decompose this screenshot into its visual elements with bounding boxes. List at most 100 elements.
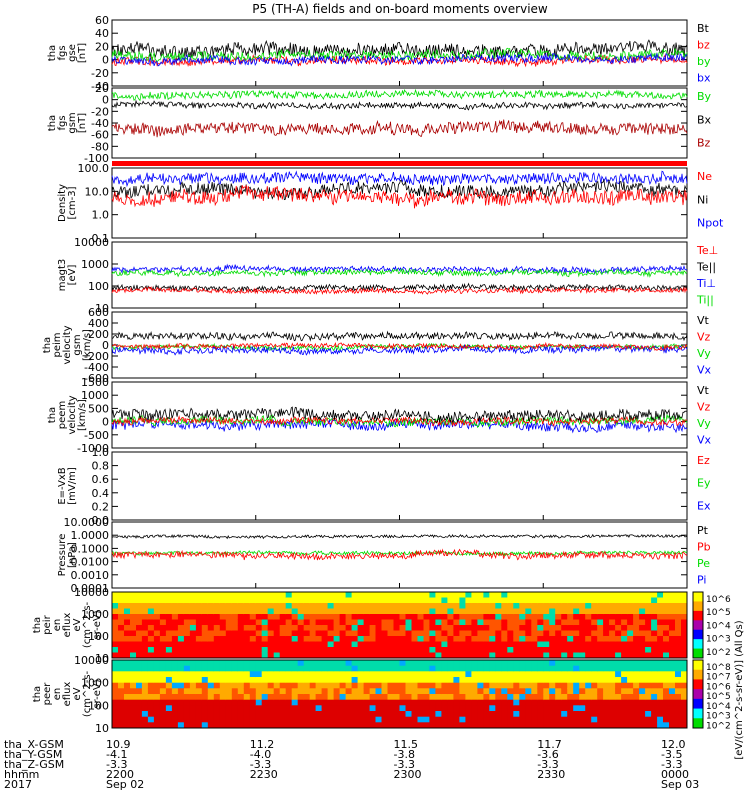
heatmap-cell [297, 636, 305, 642]
heatmap-cell [189, 682, 197, 689]
heatmap-cell [207, 660, 215, 667]
heatmap-cell [261, 636, 269, 642]
heatmap-cell [369, 603, 377, 609]
heatmap-cell [651, 597, 658, 604]
heatmap-cell [507, 603, 514, 609]
heatmap-cell [537, 677, 544, 684]
ephem-row-label: tha_Z-GSM [4, 758, 65, 771]
heatmap-cell [651, 625, 658, 631]
heatmap-cell [447, 597, 454, 604]
heatmap-cell [237, 608, 245, 615]
heatmap-cell [297, 711, 305, 718]
heatmap-cell [351, 619, 359, 626]
heatmap-cell [273, 597, 281, 604]
heatmap-cell [633, 682, 640, 689]
heatmap-cell [435, 625, 442, 631]
heatmap-cell [555, 671, 562, 678]
heatmap-cell [621, 636, 628, 642]
heatmap-cell [124, 722, 131, 729]
heatmap-cell [375, 592, 382, 598]
heatmap-cell [549, 630, 556, 637]
y-tick-label: -40 [91, 80, 109, 93]
heatmap-cell [489, 711, 496, 718]
heatmap-cell [441, 711, 448, 718]
heatmap-cell [603, 705, 610, 712]
heatmap-cell [285, 652, 293, 659]
heatmap-cell [507, 722, 514, 729]
heatmap-cell [675, 603, 682, 609]
heatmap-cell [519, 694, 526, 701]
heatmap-cell [465, 647, 472, 653]
heatmap-cell [471, 647, 478, 653]
heatmap-cell [357, 705, 365, 712]
colorbar-segment [693, 660, 703, 671]
heatmap-cell [153, 688, 161, 695]
heatmap-cell [130, 641, 137, 648]
heatmap-cell [417, 671, 424, 678]
heatmap-cell [136, 694, 143, 701]
heatmap-cell [651, 647, 658, 653]
heatmap-cell [615, 671, 622, 678]
heatmap-cell [225, 625, 233, 631]
heatmap-cell [255, 665, 263, 672]
heatmap-cell [387, 614, 394, 620]
heatmap-cell [555, 630, 562, 637]
heatmap-cell [261, 699, 269, 706]
heatmap-cell [357, 688, 365, 695]
heatmap-cell [651, 699, 658, 706]
heatmap-cell [561, 652, 568, 659]
heatmap-cell [369, 647, 377, 653]
heatmap-cell [609, 652, 616, 659]
heatmap-cell [417, 699, 424, 706]
heatmap-cell [249, 699, 257, 706]
heatmap-cell [669, 619, 676, 626]
heatmap-cell [297, 614, 305, 620]
heatmap-cell [315, 619, 323, 626]
heatmap-cell [621, 652, 628, 659]
heatmap-cell [639, 619, 646, 626]
heatmap-cell [405, 608, 412, 615]
heatmap-cell [309, 665, 317, 672]
heatmap-cell [639, 699, 646, 706]
heatmap-cell [501, 619, 508, 626]
heatmap-cell [549, 592, 556, 598]
heatmap-cell [555, 665, 562, 672]
heatmap-cell [267, 647, 275, 653]
heatmap-cell [465, 682, 472, 689]
heatmap-cell [165, 647, 173, 653]
heatmap-cell [165, 608, 173, 615]
heatmap-cell [669, 677, 676, 684]
heatmap-cell [627, 722, 634, 729]
heatmap-cell [621, 705, 628, 712]
heatmap-cell [399, 625, 406, 631]
heatmap-cell [159, 652, 167, 659]
heatmap-cell [357, 694, 365, 701]
heatmap-cell [351, 636, 359, 642]
heatmap-cell [327, 716, 335, 723]
heatmap-cell [165, 699, 173, 706]
heatmap-cell [375, 603, 382, 609]
heatmap-cell [495, 705, 502, 712]
heatmap-cell [309, 641, 317, 648]
heatmap-cell [591, 625, 598, 631]
heatmap-cell [639, 636, 646, 642]
heatmap-cell [567, 716, 574, 723]
y-axis-label: gsm [67, 112, 78, 133]
heatmap-cell [189, 716, 197, 723]
heatmap-cell [387, 688, 394, 695]
heatmap-cell [609, 722, 616, 729]
heatmap-cell [447, 608, 454, 615]
heatmap-cell [297, 665, 305, 672]
heatmap-cell [531, 660, 538, 667]
heatmap-cell [405, 716, 412, 723]
series-line-By [111, 88, 688, 102]
heatmap-cell [195, 694, 203, 701]
heatmap-cell [675, 619, 682, 626]
heatmap-cell [243, 619, 251, 626]
heatmap-cell [447, 641, 454, 648]
heatmap-cell [621, 592, 628, 598]
heatmap-cell [118, 630, 125, 637]
heatmap-cell [309, 711, 317, 718]
heatmap-cell [465, 641, 472, 648]
heatmap-cell [603, 688, 610, 695]
